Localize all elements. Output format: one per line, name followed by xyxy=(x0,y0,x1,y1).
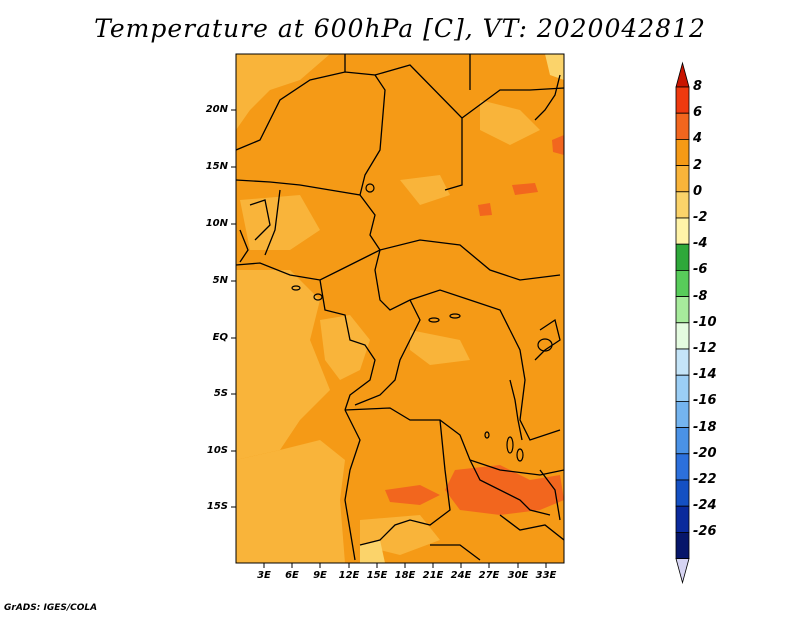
field-region-0-2 xyxy=(236,270,330,460)
colorbar-label: 2 xyxy=(693,157,703,173)
colorbar-segment xyxy=(675,296,690,324)
colorbar-segment xyxy=(675,191,690,219)
colorbar-segment xyxy=(675,348,690,376)
colorbar-segment xyxy=(675,453,690,481)
y-tick-label: 20N xyxy=(205,104,228,115)
y-tick-label: 15S xyxy=(206,501,228,512)
x-tick-label: 24E xyxy=(450,570,472,581)
colorbar-label: -14 xyxy=(693,367,717,383)
colorbar-label: 6 xyxy=(693,105,703,121)
x-tick-label: 15E xyxy=(366,570,388,581)
map-frame xyxy=(235,53,565,564)
field-region-0-2 xyxy=(236,54,330,130)
colorbar-label: -6 xyxy=(693,262,708,278)
field-region-0-2 xyxy=(240,195,320,250)
colorbar-bottom-arrow xyxy=(675,558,690,585)
y-tick-marks xyxy=(231,109,236,508)
colorbar-top-arrow xyxy=(675,61,690,88)
y-tick-label: EQ xyxy=(212,332,228,343)
x-tick-label: 33E xyxy=(535,570,557,581)
footer-credit: GrADS: IGES/COLA xyxy=(4,603,98,613)
colorbar-segment xyxy=(675,322,690,350)
field-region-0-2 xyxy=(480,100,540,145)
temperature-field xyxy=(236,54,564,563)
colorbar-segment xyxy=(675,217,690,245)
colorbar-label: 4 xyxy=(693,131,703,147)
colorbar-segment xyxy=(675,427,690,455)
field-region-4-6 xyxy=(512,183,538,195)
field-region-0-2 xyxy=(400,175,450,205)
x-tick-marks xyxy=(263,563,547,568)
colorbar-label: -12 xyxy=(693,341,717,356)
x-tick-label: 18E xyxy=(394,570,416,581)
x-tick-label: 3E xyxy=(257,570,271,581)
lake-outlines xyxy=(291,183,553,462)
colorbar-segment xyxy=(675,165,690,193)
field-region-0-2 xyxy=(236,440,345,563)
colorbar-label: -24 xyxy=(693,498,717,514)
y-tick-label: 5N xyxy=(212,275,228,286)
colorbar-label: -10 xyxy=(693,314,717,330)
x-tick-label: 21E xyxy=(422,570,444,581)
colorbar-segment xyxy=(675,400,690,428)
colorbar-segment xyxy=(675,138,690,166)
x-tick-label: 30E xyxy=(507,570,529,581)
field-region-0-2 xyxy=(320,315,370,380)
field-region-4-6 xyxy=(445,465,564,515)
colorbar-label: -26 xyxy=(693,524,717,540)
colorbar-segment xyxy=(675,374,690,402)
field-region-4-6 xyxy=(478,203,492,216)
field-region-4-6 xyxy=(385,485,440,505)
country-borders xyxy=(236,54,564,561)
colorbar-segment xyxy=(675,269,690,297)
y-tick-label: 10N xyxy=(205,218,228,229)
colorbar-label: -8 xyxy=(693,288,708,304)
colorbar-segment xyxy=(675,532,690,560)
colorbar-label: -4 xyxy=(693,236,708,252)
colorbar-label: 8 xyxy=(693,79,703,94)
x-tick-label: 6E xyxy=(285,570,299,581)
y-tick-label: 15N xyxy=(205,161,228,172)
y-tick-label: 5S xyxy=(213,388,228,399)
colorbar-label: -18 xyxy=(693,419,717,435)
field-region-minus2-0 xyxy=(545,54,564,80)
x-tick-label: 27E xyxy=(478,570,500,581)
colorbar-label: -16 xyxy=(693,393,717,409)
colorbar-label: 0 xyxy=(693,183,703,199)
y-tick-label: 10S xyxy=(206,445,228,456)
colorbar xyxy=(675,61,690,585)
x-tick-label: 12E xyxy=(338,570,360,581)
colorbar-segment xyxy=(675,479,690,507)
x-tick-label: 9E xyxy=(313,570,327,581)
colorbar-label: -22 xyxy=(693,472,717,487)
map-title: Temperature at 600hPa [C], VT: 202004281… xyxy=(94,14,706,43)
colorbar-label: -20 xyxy=(693,445,717,461)
colorbar-segment xyxy=(675,86,690,114)
field-region-4-6 xyxy=(552,135,564,155)
field-region-minus2-0 xyxy=(360,540,385,563)
colorbar-segment xyxy=(675,505,690,533)
colorbar-label: -2 xyxy=(693,210,708,225)
colorbar-segment xyxy=(675,112,690,140)
field-region-0-2 xyxy=(410,330,470,365)
colorbar-segment xyxy=(675,243,690,271)
